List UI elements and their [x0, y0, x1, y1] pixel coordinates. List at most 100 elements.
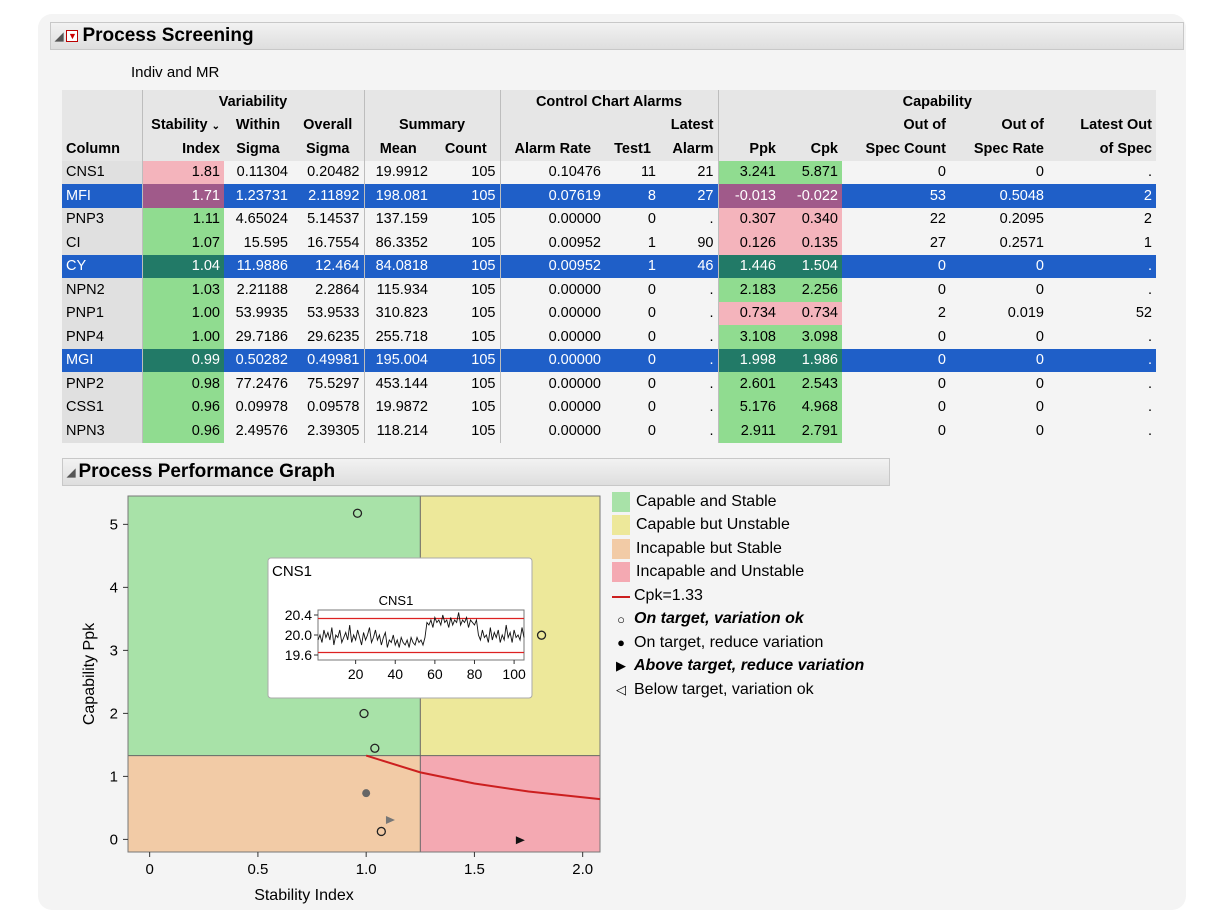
header-ppk[interactable]: Ppk [717, 137, 780, 161]
cell-out-count: 0 [937, 375, 946, 392]
legend-cpk-line[interactable]: Cpk=1.33 [612, 584, 864, 608]
cell-out-rate: 0 [1035, 422, 1044, 439]
table-row[interactable]: CY 1.04 11.9886 12.464 84.0818 105 0.00952 1 46 1… [62, 254, 1156, 278]
cell-column[interactable]: PNP2 [62, 372, 142, 396]
swatch-yellow [612, 515, 630, 536]
legend-on-target-reduce[interactable]: ● On target, reduce variation [612, 631, 864, 655]
y-axis-label: Capability Ppk [81, 622, 98, 725]
cell-out-rate: 0.019 [1007, 305, 1044, 322]
cell-ppk: 1.998 [717, 348, 780, 372]
legend-label: Above target, reduce variation [634, 657, 865, 675]
cell-column[interactable]: MFI [62, 184, 142, 208]
region-incapable-stable [128, 755, 421, 852]
cell-count: 105 [471, 211, 496, 228]
legend-capable-unstable[interactable]: Capable but Unstable [612, 514, 864, 538]
header-out-count-bottom[interactable]: Spec Count [842, 137, 950, 161]
legend-incapable-unstable[interactable]: Incapable and Unstable [612, 561, 864, 585]
table-row[interactable]: MGI 0.99 0.50282 0.49981 195.004 105 0.00000 0.… [62, 348, 1156, 372]
header-stability-bottom[interactable]: Index [141, 137, 224, 161]
cell-ppk: 1.446 [717, 254, 780, 278]
table-row[interactable]: PNP2 0.98 77.2476 75.5297 453.144 105 0.00000 0… [62, 372, 1156, 396]
process-performance-graph[interactable]: 0 0.5 1.0 1.5 2.0 0 1 2 3 4 5 Stability Index Capabi… [60, 488, 620, 908]
legend-below-target[interactable]: ◁ Below target, variation ok [612, 678, 864, 702]
cell-out-count: 0 [937, 281, 946, 298]
cell-column[interactable]: PNP1 [62, 301, 142, 325]
cell-count: 105 [471, 305, 496, 322]
header-column[interactable]: Column [62, 137, 142, 161]
table-row[interactable]: PNP1 1.00 53.9935 53.9533 310.823 105 0.00000 0… [62, 301, 1156, 325]
sort-caret-icon[interactable]: ⌄ [211, 121, 220, 133]
cell-cpk: 5.871 [780, 160, 842, 184]
cell-within: 0.11304 [236, 164, 288, 181]
cell-column[interactable]: MGI [62, 348, 142, 372]
data-point[interactable] [362, 789, 371, 798]
table-row[interactable]: MFI 1.71 1.23731 2.11892 198.081 105 0.07619 8 2… [62, 184, 1156, 208]
table-row[interactable]: PNP4 1.00 29.7186 29.6235 255.718 105 0.00000 0… [62, 325, 1156, 349]
table-row[interactable]: CSS1 0.96 0.09978 0.09578 19.9872 105 0.00000 0… [62, 395, 1156, 419]
header-latest-out-top: Latest Out [1048, 113, 1156, 137]
cell-column[interactable]: PNP4 [62, 325, 142, 349]
cell-column[interactable]: NPN2 [62, 278, 142, 302]
legend-capable-stable[interactable]: Capable and Stable [612, 490, 864, 514]
cell-within: 53.9935 [235, 305, 288, 322]
table-row[interactable]: CI 1.07 15.595 16.7554 86.3352 105 0.00952 1 90 0… [62, 231, 1156, 255]
cell-column[interactable]: NPN3 [62, 419, 142, 443]
data-point[interactable] [370, 743, 380, 753]
cell-cpk: 0.340 [780, 207, 842, 231]
disclosure-triangle-icon[interactable]: ◢ [67, 466, 76, 479]
cell-count: 105 [471, 164, 496, 181]
header-out-rate-bottom[interactable]: Spec Rate [950, 137, 1048, 161]
process-screening-header[interactable]: ◢ ▼ Process Screening [50, 22, 1184, 50]
table-row[interactable]: CNS1 1.81 0.11304 0.20482 19.9912 105 0.10476 1… [62, 160, 1156, 184]
header-alarm-rate[interactable]: Alarm Rate [499, 137, 605, 161]
y-tick-label: 4 [110, 579, 118, 596]
sort-stability[interactable]: Stability ⌄ [141, 113, 224, 137]
cell-alarm-rate: 0.10476 [499, 160, 605, 184]
y-tick-label: 5 [110, 516, 118, 533]
header-within-bottom[interactable]: Sigma [224, 137, 292, 161]
process-performance-graph-header[interactable]: ◢ Process Performance Graph [62, 458, 890, 486]
header-latest-out-bottom[interactable]: of Spec [1048, 137, 1156, 161]
data-point[interactable] [385, 816, 395, 825]
header-cpk[interactable]: Cpk [780, 137, 842, 161]
table-row[interactable]: NPN2 1.03 2.21188 2.2864 115.934 105 0.00000 0.… [62, 278, 1156, 302]
cell-stability: 1.04 [141, 254, 224, 278]
cell-column[interactable]: CNS1 [62, 160, 142, 184]
data-point[interactable] [359, 708, 369, 719]
cell-latest: . [709, 211, 714, 228]
header-overall-bottom[interactable]: Sigma [292, 137, 364, 161]
cell-ppk: 5.176 [717, 395, 780, 419]
cell-overall: 2.39305 [307, 422, 360, 439]
cell-count: 105 [471, 234, 496, 251]
header-count[interactable]: Count [432, 137, 500, 161]
group-capability: Capability [717, 90, 1156, 114]
cell-latest-out: . [1147, 399, 1152, 416]
header-test1[interactable]: Test1 [605, 137, 660, 161]
disclosure-triangle-icon[interactable]: ◢ [55, 30, 64, 43]
legend-above-target[interactable]: ▶ Above target, reduce variation [612, 655, 864, 679]
cell-column[interactable]: PNP3 [62, 207, 142, 231]
legend-incapable-stable[interactable]: Incapable but Stable [612, 537, 864, 561]
table-row[interactable]: NPN3 0.96 2.49576 2.39305 118.214 105 0.00000 0… [62, 419, 1156, 443]
cell-alarm-rate: 0.00952 [499, 254, 605, 278]
cell-ppk: 0.126 [717, 231, 780, 255]
cell-within: 0.09978 [235, 399, 288, 416]
legend-on-target-ok[interactable]: ○ On target, variation ok [612, 608, 864, 632]
cell-column[interactable]: CY [62, 254, 142, 278]
table-row[interactable]: PNP3 1.11 4.65024 5.14537 137.159 105 0.00000 0… [62, 207, 1156, 231]
cell-column[interactable]: CSS1 [62, 395, 142, 419]
cell-out-rate: 0 [1035, 399, 1044, 416]
data-point[interactable] [352, 508, 363, 518]
data-point[interactable] [376, 826, 386, 837]
header-latest-bottom[interactable]: Alarm [660, 137, 718, 161]
cell-count: 105 [432, 254, 500, 278]
cell-column[interactable]: CI [62, 231, 142, 255]
data-point[interactable] [515, 836, 525, 845]
data-point[interactable] [536, 630, 547, 640]
red-line-icon [612, 588, 630, 603]
cell-cpk: 0.135 [780, 231, 842, 255]
red-triangle-menu-icon[interactable]: ▼ [66, 30, 79, 42]
cell-test1: 0 [647, 211, 656, 228]
header-mean[interactable]: Mean [363, 137, 432, 161]
graph-legend: Capable and Stable Capable but Unstable … [612, 490, 864, 702]
